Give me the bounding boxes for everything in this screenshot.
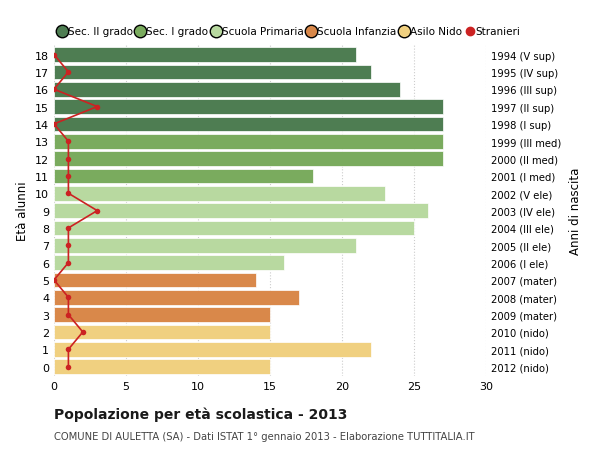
Point bbox=[64, 259, 73, 267]
Point bbox=[64, 190, 73, 197]
Point bbox=[64, 138, 73, 146]
Bar bbox=[54, 290, 299, 305]
Point bbox=[49, 121, 59, 129]
Bar bbox=[54, 308, 270, 322]
Bar bbox=[54, 48, 356, 63]
Point bbox=[49, 277, 59, 284]
Legend: Sec. II grado, Sec. I grado, Scuola Primaria, Scuola Infanzia, Asilo Nido, Stran: Sec. II grado, Sec. I grado, Scuola Prim… bbox=[59, 28, 520, 37]
Point bbox=[64, 173, 73, 180]
Point bbox=[64, 294, 73, 301]
Point bbox=[92, 104, 102, 111]
Bar bbox=[54, 117, 443, 132]
Bar bbox=[54, 134, 443, 149]
Bar bbox=[54, 221, 414, 236]
Point bbox=[64, 363, 73, 370]
Point bbox=[64, 346, 73, 353]
Point bbox=[64, 225, 73, 232]
Bar bbox=[54, 100, 443, 115]
Y-axis label: Età alunni: Età alunni bbox=[16, 181, 29, 241]
Point bbox=[92, 207, 102, 215]
Bar bbox=[54, 359, 270, 374]
Bar bbox=[54, 169, 313, 184]
Bar bbox=[54, 204, 428, 218]
Bar bbox=[54, 256, 284, 270]
Bar bbox=[54, 186, 385, 201]
Bar bbox=[54, 342, 371, 357]
Bar bbox=[54, 83, 400, 97]
Point bbox=[49, 86, 59, 94]
Y-axis label: Anni di nascita: Anni di nascita bbox=[569, 168, 583, 255]
Bar bbox=[54, 325, 270, 340]
Bar bbox=[54, 65, 371, 80]
Point bbox=[64, 156, 73, 163]
Point bbox=[64, 311, 73, 319]
Point bbox=[64, 69, 73, 76]
Bar bbox=[54, 238, 356, 253]
Point bbox=[64, 242, 73, 249]
Bar bbox=[54, 152, 443, 167]
Point bbox=[49, 52, 59, 59]
Text: COMUNE DI AULETTA (SA) - Dati ISTAT 1° gennaio 2013 - Elaborazione TUTTITALIA.IT: COMUNE DI AULETTA (SA) - Dati ISTAT 1° g… bbox=[54, 431, 475, 442]
Text: Popolazione per età scolastica - 2013: Popolazione per età scolastica - 2013 bbox=[54, 406, 347, 421]
Bar bbox=[54, 273, 256, 288]
Point bbox=[78, 329, 88, 336]
